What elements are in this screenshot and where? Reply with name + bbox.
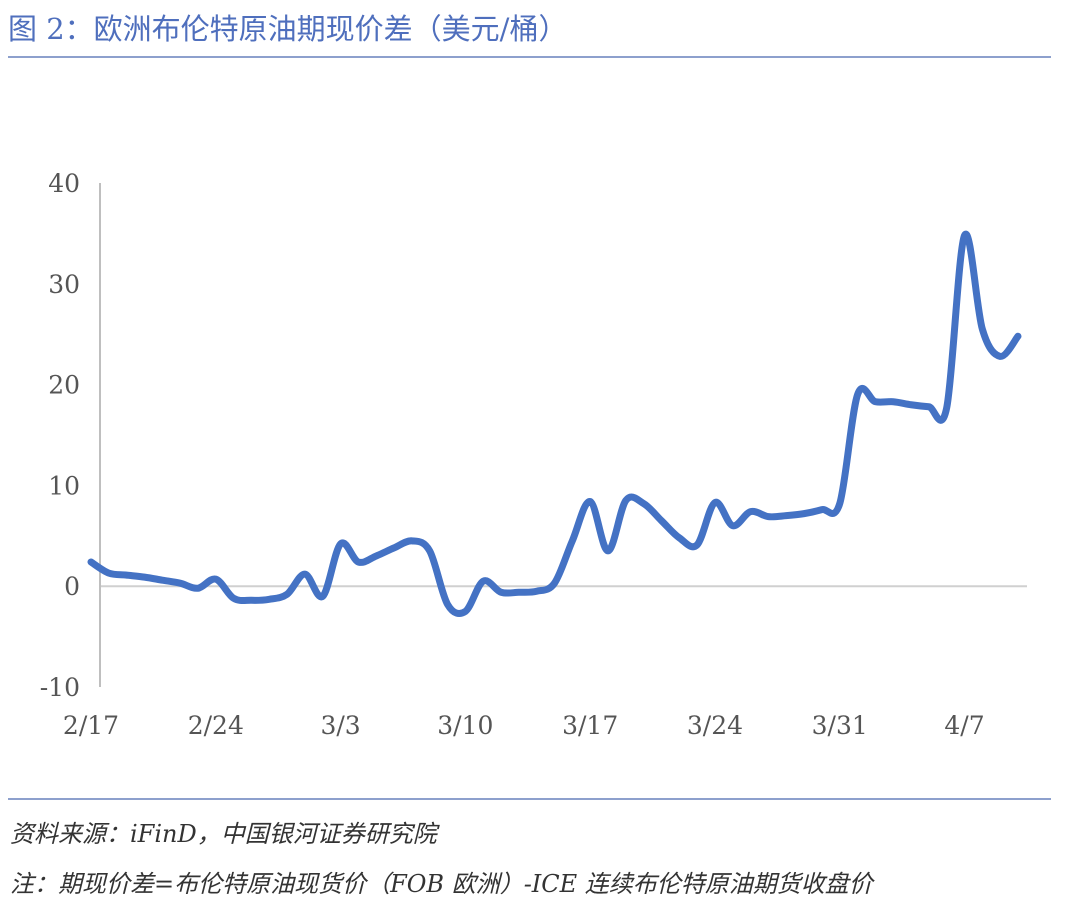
y-tick-label: 20 — [48, 371, 80, 400]
x-tick-label: 4/7 — [944, 711, 984, 740]
data-point — [676, 535, 682, 541]
x-tick-label: 3/31 — [812, 711, 868, 740]
data-point — [944, 405, 950, 411]
data-point — [658, 518, 664, 524]
data-point — [855, 392, 861, 398]
data-point — [266, 596, 272, 602]
data-point — [979, 326, 985, 332]
data-point — [801, 511, 807, 517]
data-point — [587, 499, 593, 505]
x-tick-label: 3/24 — [687, 711, 743, 740]
data-point — [88, 559, 94, 565]
data-point — [962, 232, 968, 238]
data-point — [605, 548, 611, 554]
data-point — [302, 571, 308, 577]
x-tick-label: 2/17 — [63, 711, 119, 740]
data-point — [837, 501, 843, 507]
source-note: 资料来源：iFinD，中国银河证券研究院 — [10, 820, 437, 848]
line-chart: 40 30 20 10 0 -10 2/17 2/24 3/3 3/10 3/17 3/24 3/31… — [40, 169, 1027, 740]
y-tick-label: 0 — [64, 572, 80, 601]
x-tick-label: 3/3 — [320, 711, 360, 740]
data-point — [391, 545, 397, 551]
data-point — [872, 399, 878, 405]
data-point — [765, 514, 771, 520]
data-point — [480, 578, 486, 584]
data-point — [462, 608, 468, 614]
data-point — [569, 538, 575, 544]
data-point — [177, 580, 183, 586]
data-point — [338, 541, 344, 547]
title-rule — [8, 56, 1051, 58]
data-point — [694, 542, 700, 548]
data-point — [320, 593, 326, 599]
data-point — [409, 538, 415, 544]
source-rule — [8, 798, 1051, 800]
data-point — [783, 513, 789, 519]
y-tick-label: -10 — [40, 673, 80, 702]
data-point — [997, 353, 1003, 359]
x-tick-label: 2/24 — [188, 711, 244, 740]
data-point — [819, 507, 825, 513]
y-tick-label: 10 — [48, 471, 80, 500]
data-point — [141, 574, 147, 580]
data-point — [445, 601, 451, 607]
data-point — [355, 559, 361, 565]
data-point — [552, 580, 558, 586]
data-point — [248, 597, 254, 603]
data-point — [712, 500, 718, 506]
data-point — [926, 404, 932, 410]
data-point — [641, 501, 647, 507]
series-line — [87, 230, 1022, 618]
data-point — [373, 553, 379, 559]
footnote: 注：期现价差=布伦特原油现货价（FOB 欧洲）-ICE 连续布伦特原油期货收盘价 — [10, 870, 873, 898]
x-tick-label: 3/10 — [437, 711, 493, 740]
y-tick-label: 40 — [48, 169, 80, 198]
data-point — [730, 523, 736, 529]
data-point — [195, 585, 201, 591]
data-point — [213, 576, 219, 582]
data-point — [890, 399, 896, 405]
page-title: 图 2：欧洲布伦特原油期现价差（美元/桶） — [8, 12, 568, 46]
data-point — [623, 498, 629, 504]
x-tick-label: 3/17 — [562, 711, 618, 740]
data-point — [106, 570, 112, 576]
data-point — [534, 588, 540, 594]
data-point — [284, 591, 290, 597]
data-point — [159, 577, 165, 583]
data-point — [231, 595, 237, 601]
data-point — [748, 509, 754, 515]
data-point — [908, 402, 914, 408]
data-point — [427, 548, 433, 554]
data-point — [516, 589, 522, 595]
data-point — [1015, 333, 1021, 339]
data-point — [124, 572, 130, 578]
y-tick-label: 30 — [48, 270, 80, 299]
data-point — [498, 589, 504, 595]
